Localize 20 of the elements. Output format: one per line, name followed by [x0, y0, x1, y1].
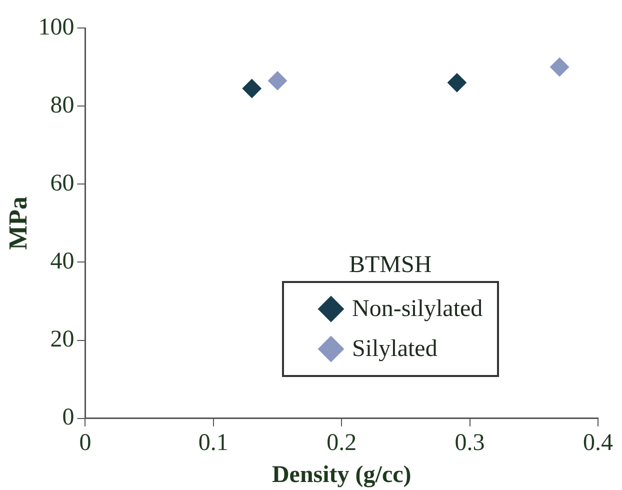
- y-tick-label: 80: [50, 92, 74, 118]
- legend-label: Non-silylated: [352, 295, 483, 324]
- legend-label: Silylated: [352, 335, 438, 364]
- x-tick-label: 0: [79, 430, 92, 456]
- point: [550, 58, 570, 77]
- x-tick-label: 0.1: [198, 430, 228, 456]
- y-tick-label: 20: [50, 326, 74, 353]
- x-tick-label: 0.3: [454, 430, 485, 456]
- x-axis-title: Density (g/cc): [272, 462, 412, 488]
- x-tick-label: 0.4: [583, 430, 613, 456]
- y-tick-label: 40: [50, 248, 74, 275]
- point: [447, 73, 466, 92]
- legend-title: BTMSH: [348, 252, 433, 279]
- y-tick-label: 0: [62, 404, 74, 431]
- x-tick-label: 0.2: [326, 430, 357, 456]
- y-tick-label: 60: [50, 170, 74, 196]
- y-axis-title: MPa: [3, 196, 32, 250]
- point: [268, 71, 287, 90]
- point: [242, 79, 262, 98]
- y-tick-label: 100: [38, 14, 74, 40]
